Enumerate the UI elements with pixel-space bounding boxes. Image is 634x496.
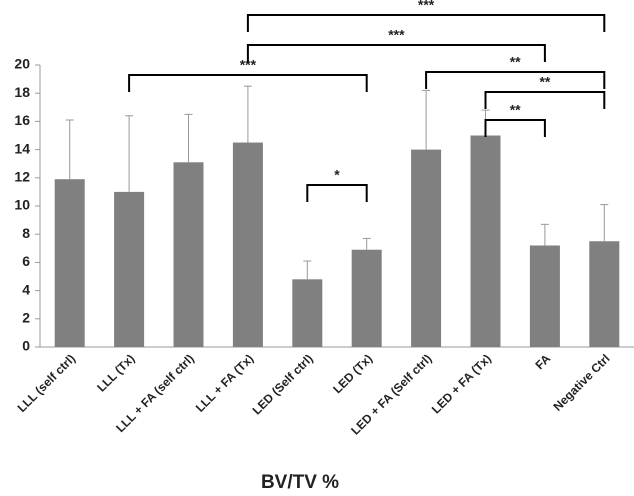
bar <box>232 142 263 347</box>
significance-bracket <box>484 119 546 137</box>
significance-label: ** <box>510 102 521 118</box>
significance-bracket <box>246 14 606 32</box>
error-bar <box>422 89 431 150</box>
y-tick-label: 16 <box>14 112 30 128</box>
error-bar <box>540 223 549 246</box>
x-tick-label: LLL (Tx) <box>94 351 137 394</box>
error-bar <box>303 260 312 280</box>
significance-label: *** <box>418 0 435 13</box>
y-tick-label: 0 <box>22 338 30 354</box>
significance-label: * <box>334 167 340 183</box>
bar <box>173 162 204 347</box>
bar <box>411 149 442 347</box>
error-bar <box>65 119 74 180</box>
significance-bracket <box>246 44 546 62</box>
bar <box>54 179 85 347</box>
bar <box>529 245 560 347</box>
x-tick-label: Negative Ctrl <box>550 351 612 413</box>
bar <box>114 191 145 347</box>
error-bar <box>243 85 252 143</box>
bar <box>589 241 620 347</box>
x-tick-label: LLL + FA (Tx) <box>193 351 256 414</box>
x-tick-label: LLL (self ctrl) <box>15 351 78 414</box>
y-tick-label: 10 <box>14 197 30 213</box>
significance-bracket <box>306 184 368 202</box>
bar <box>470 135 501 347</box>
x-tick-label: LED (Self ctrl) <box>250 351 316 417</box>
y-tick-label: 14 <box>14 140 30 156</box>
significance-label: *** <box>240 57 257 73</box>
significance-bracket <box>484 91 606 109</box>
y-tick-label: 4 <box>22 281 30 297</box>
significance-label: ** <box>539 74 550 90</box>
error-bar <box>600 204 609 242</box>
x-tick-label: LED + FA (Tx) <box>429 351 494 416</box>
significance-bracket <box>425 71 606 89</box>
error-bar <box>125 115 134 192</box>
y-tick-label: 18 <box>14 84 30 100</box>
y-tick-label: 8 <box>22 225 30 241</box>
significance-bracket <box>128 74 368 92</box>
significance-label: *** <box>388 27 405 43</box>
bar <box>351 249 382 347</box>
x-tick-label: LED (Tx) <box>330 351 375 396</box>
y-tick-label: 20 <box>14 56 30 72</box>
significance-label: ** <box>510 54 521 70</box>
chart-title: BV/TV % <box>261 472 339 493</box>
error-bar <box>362 237 371 250</box>
y-tick-label: 6 <box>22 253 30 269</box>
x-tick-label: FA <box>533 351 554 372</box>
y-tick-label: 12 <box>14 169 30 185</box>
bar <box>292 279 323 347</box>
error-bar <box>184 113 193 163</box>
y-tick-label: 2 <box>22 310 30 326</box>
